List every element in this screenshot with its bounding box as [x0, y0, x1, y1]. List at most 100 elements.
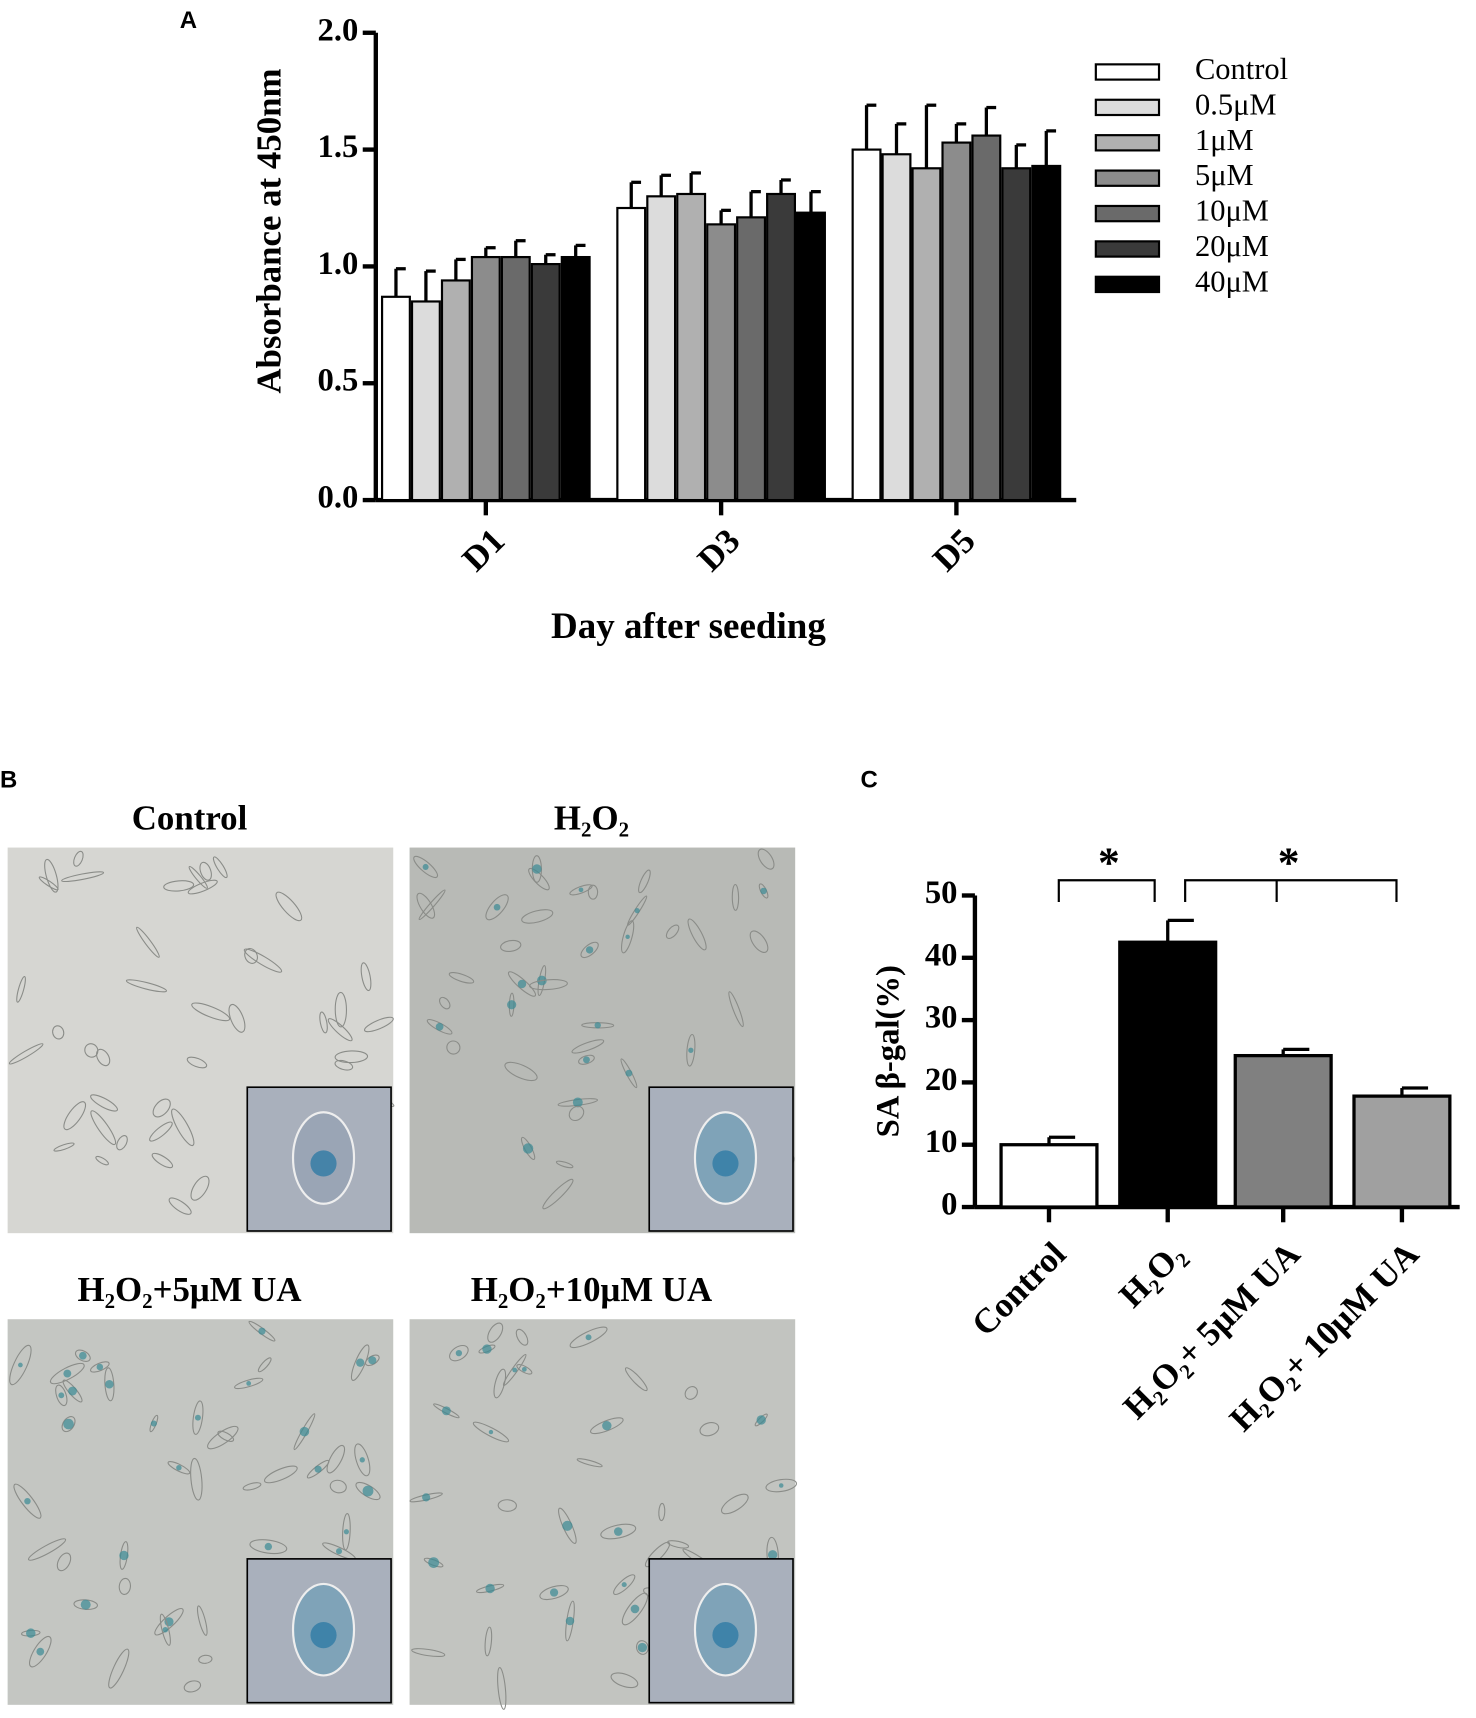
bar	[766, 192, 797, 502]
cell	[63, 1101, 87, 1131]
stain	[63, 1418, 74, 1430]
stain	[176, 1465, 182, 1471]
legend-swatch	[1094, 204, 1161, 223]
cell	[90, 1094, 119, 1112]
cell	[493, 1368, 507, 1399]
inset-stain	[310, 1622, 337, 1649]
stain	[246, 1380, 252, 1386]
bar	[971, 134, 1002, 502]
stain	[356, 1358, 365, 1367]
cell	[249, 1539, 288, 1555]
cell	[438, 996, 451, 1010]
cell	[104, 1367, 115, 1402]
bar	[410, 300, 441, 502]
error-bar	[1014, 143, 1027, 169]
cell	[188, 865, 208, 889]
micrographs	[7, 847, 798, 1710]
panel-label: B	[0, 766, 17, 793]
cell	[52, 1025, 65, 1040]
cell	[16, 976, 26, 1003]
stain	[637, 1642, 648, 1653]
bar	[530, 262, 561, 502]
stain	[585, 1334, 592, 1341]
stain	[435, 1022, 444, 1031]
cell	[136, 926, 160, 958]
cell	[95, 1155, 109, 1166]
cell	[217, 1430, 235, 1442]
cell	[73, 850, 84, 867]
cell	[96, 1048, 111, 1067]
cell	[61, 871, 105, 883]
error-bar	[689, 171, 701, 194]
cell	[684, 1386, 698, 1400]
stain	[562, 1520, 573, 1531]
y-tick-label: 1.5	[318, 129, 359, 165]
cell	[354, 1443, 371, 1477]
stain	[688, 1047, 694, 1053]
cell	[580, 941, 599, 959]
cell	[152, 1098, 171, 1118]
error-bar	[424, 269, 436, 302]
bar	[676, 192, 707, 502]
y-tick-label: 10	[925, 1124, 958, 1160]
error-bar	[574, 243, 586, 258]
y-axis-label: SA β-gal(%)	[871, 965, 907, 1137]
cell	[327, 1018, 353, 1042]
cell	[90, 1110, 117, 1146]
bar	[1031, 164, 1062, 502]
bar	[1001, 167, 1032, 502]
stain	[521, 1366, 527, 1372]
x-axis-label: Day after seeding	[551, 606, 826, 647]
stain	[314, 1465, 322, 1473]
cell	[571, 1039, 605, 1054]
stain	[80, 1599, 91, 1610]
stain	[455, 1350, 463, 1357]
cell	[192, 1400, 204, 1435]
stain	[96, 1363, 104, 1371]
y-tick-label: 20	[925, 1062, 958, 1098]
cell	[167, 1461, 191, 1475]
cell	[61, 1416, 76, 1433]
cell	[610, 1672, 639, 1689]
legend-label: 0.5μM	[1195, 87, 1277, 121]
panel-label: A	[180, 7, 197, 34]
cell	[207, 1425, 239, 1450]
error-bar	[864, 103, 877, 150]
y-axis-label: Absorbance at 450nm	[249, 68, 288, 393]
cell	[9, 1344, 32, 1386]
stain	[68, 1386, 77, 1396]
stain	[756, 1415, 766, 1425]
stain	[335, 1548, 343, 1555]
cell	[555, 1160, 574, 1169]
cell	[8, 1043, 44, 1065]
cell	[334, 1050, 369, 1064]
bar	[1233, 1053, 1333, 1209]
cell	[448, 972, 475, 984]
cell	[56, 1552, 72, 1572]
stain	[634, 908, 640, 914]
bar	[470, 255, 501, 502]
stain	[422, 1493, 431, 1502]
cell	[635, 1640, 649, 1655]
bar	[851, 148, 882, 502]
significance-mark: *	[1278, 839, 1300, 887]
cell	[243, 948, 283, 973]
error-bar	[749, 190, 761, 218]
stain	[36, 1647, 45, 1656]
stain	[585, 946, 594, 954]
stain	[194, 1414, 201, 1421]
y-tick-label: 0.5	[318, 363, 359, 399]
stain	[441, 1406, 451, 1416]
stain	[572, 1097, 583, 1108]
bar	[616, 206, 647, 502]
image-title: H₂O₂+5μM UA	[78, 1270, 302, 1309]
cell	[360, 962, 372, 992]
cell	[108, 1648, 130, 1689]
bar	[500, 255, 531, 502]
legend-swatch	[1094, 240, 1161, 258]
y-tick-label: 0.0	[318, 480, 359, 516]
cell	[334, 1059, 354, 1071]
stain	[368, 1356, 377, 1365]
error-bar	[1044, 129, 1057, 166]
cell	[199, 861, 212, 881]
